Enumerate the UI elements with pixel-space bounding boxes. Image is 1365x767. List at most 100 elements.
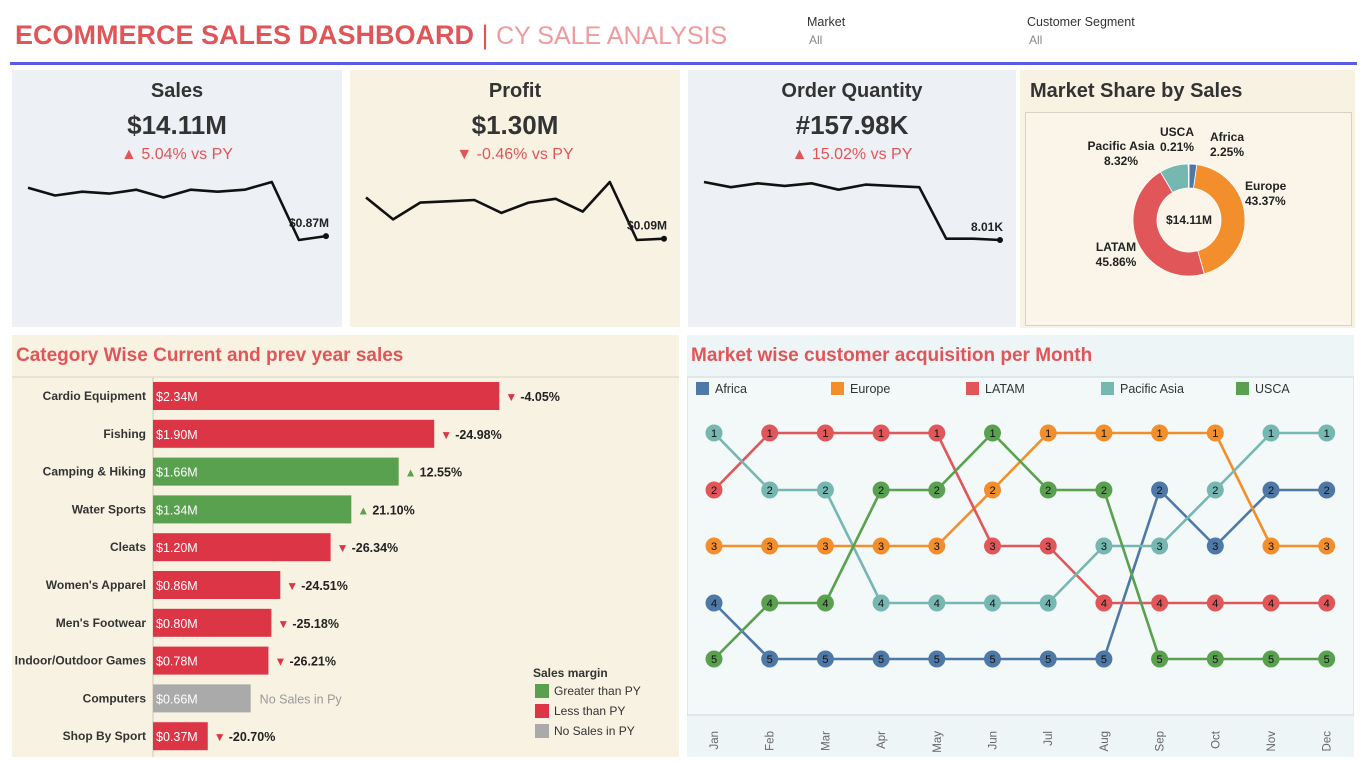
rank-marker[interactable] [928, 650, 946, 668]
category-bar[interactable] [153, 457, 399, 486]
series-line-usca [713, 431, 1327, 661]
rank-marker[interactable] [1206, 481, 1224, 499]
month-tick-label: Sep [1155, 731, 1167, 751]
rank-marker[interactable] [984, 650, 1001, 668]
market-acquisition-panel: Market wise customer acquisition per Mon… [687, 335, 1354, 757]
legend-swatch [535, 724, 549, 738]
sparkline-end-point [661, 235, 667, 242]
rank-marker[interactable] [1039, 594, 1057, 612]
rank-label: 1 [989, 428, 995, 440]
rank-marker[interactable] [928, 594, 946, 612]
down-arrow-icon: ▼ [286, 579, 298, 593]
rank-marker[interactable] [1039, 537, 1057, 555]
rank-marker[interactable] [1206, 594, 1224, 612]
category-bar[interactable] [153, 495, 352, 524]
category-label: Indoor/Outdoor Games [15, 654, 147, 668]
rank-marker[interactable] [872, 481, 890, 499]
rank-marker[interactable] [1151, 424, 1169, 442]
rank-marker[interactable] [1318, 424, 1336, 442]
rank-marker[interactable] [1318, 650, 1336, 668]
category-bar[interactable] [153, 382, 500, 410]
rank-marker[interactable] [1262, 594, 1280, 612]
bar-value-label: $2.34M [156, 390, 198, 404]
rank-marker[interactable] [705, 424, 723, 442]
legend-label[interactable]: LATAM [985, 382, 1025, 396]
donut-slice-europe[interactable] [1193, 164, 1246, 275]
customer-segment-filter-value[interactable]: All [1029, 33, 1043, 47]
rank-marker[interactable] [1318, 537, 1336, 555]
rank-marker[interactable] [984, 424, 1001, 442]
rank-marker[interactable] [705, 594, 723, 612]
rank-marker[interactable] [816, 424, 834, 442]
category-bar[interactable] [153, 722, 208, 751]
rank-marker[interactable] [872, 594, 890, 612]
rank-marker[interactable] [1262, 424, 1280, 442]
rank-label: 1 [1268, 428, 1274, 440]
legend-label[interactable]: Africa [715, 382, 747, 396]
rank-marker[interactable] [816, 481, 834, 499]
rank-marker[interactable] [1318, 594, 1336, 612]
month-tick-label: Dec [1322, 731, 1334, 752]
donut-slice-usca[interactable] [1187, 163, 1190, 189]
rank-marker[interactable] [1095, 481, 1113, 499]
legend-label[interactable]: Pacific Asia [1120, 382, 1184, 396]
rank-marker[interactable] [705, 481, 723, 499]
category-bar[interactable] [153, 419, 435, 448]
rank-marker[interactable] [761, 650, 779, 668]
category-bar[interactable] [153, 684, 251, 713]
rank-marker[interactable] [984, 594, 1001, 612]
rank-label: 4 [934, 598, 940, 610]
rank-marker[interactable] [928, 481, 946, 499]
rank-marker[interactable] [872, 650, 890, 668]
rank-marker[interactable] [705, 537, 723, 555]
rank-marker[interactable] [705, 650, 723, 668]
category-bar[interactable] [153, 646, 269, 675]
rank-marker[interactable] [1262, 537, 1280, 555]
rank-marker[interactable] [1039, 424, 1057, 442]
rank-marker[interactable] [761, 537, 779, 555]
customer-segment-filter[interactable]: Customer Segment All [1027, 15, 1135, 47]
sparkline-end-label: $0.09M [627, 219, 667, 233]
rank-marker[interactable] [761, 424, 779, 442]
rank-label: 5 [878, 654, 884, 666]
rank-marker[interactable] [928, 424, 946, 442]
kpi-delta: ▲ 15.02% vs PY [688, 146, 1016, 164]
rank-marker[interactable] [1151, 594, 1169, 612]
rank-marker[interactable] [1206, 537, 1224, 555]
rank-marker[interactable] [984, 537, 1001, 555]
donut-slice-latam[interactable] [1132, 171, 1205, 277]
rank-marker[interactable] [816, 650, 834, 668]
rank-marker[interactable] [816, 537, 834, 555]
rank-marker[interactable] [1095, 424, 1113, 442]
rank-marker[interactable] [1095, 594, 1113, 612]
rank-marker[interactable] [1095, 650, 1113, 668]
rank-marker[interactable] [761, 481, 779, 499]
rank-label: 3 [1324, 541, 1330, 553]
category-bar[interactable] [153, 608, 272, 637]
rank-marker[interactable] [1206, 650, 1224, 668]
rank-marker[interactable] [1262, 481, 1280, 499]
change-label: -24.98% [455, 428, 502, 442]
legend-label[interactable]: USCA [1255, 382, 1290, 396]
rank-marker[interactable] [872, 424, 890, 442]
rank-marker[interactable] [1151, 481, 1169, 499]
rank-marker[interactable] [1151, 650, 1169, 668]
rank-marker[interactable] [872, 537, 890, 555]
market-filter-value[interactable]: All [809, 33, 823, 47]
rank-marker[interactable] [928, 537, 946, 555]
rank-marker[interactable] [816, 594, 834, 612]
rank-marker[interactable] [1039, 481, 1057, 499]
sparkline-end-point [997, 237, 1003, 243]
rank-marker[interactable] [1262, 650, 1280, 668]
rank-marker[interactable] [1206, 424, 1224, 442]
rank-marker[interactable] [1095, 537, 1113, 555]
category-bar[interactable] [153, 571, 281, 599]
rank-marker[interactable] [984, 481, 1001, 499]
rank-marker[interactable] [1039, 650, 1057, 668]
legend-label[interactable]: Europe [850, 382, 890, 396]
rank-marker[interactable] [1151, 537, 1169, 555]
market-filter[interactable]: Market All [807, 15, 845, 47]
category-bar[interactable] [153, 533, 331, 562]
rank-marker[interactable] [1318, 481, 1336, 499]
rank-marker[interactable] [761, 594, 779, 612]
